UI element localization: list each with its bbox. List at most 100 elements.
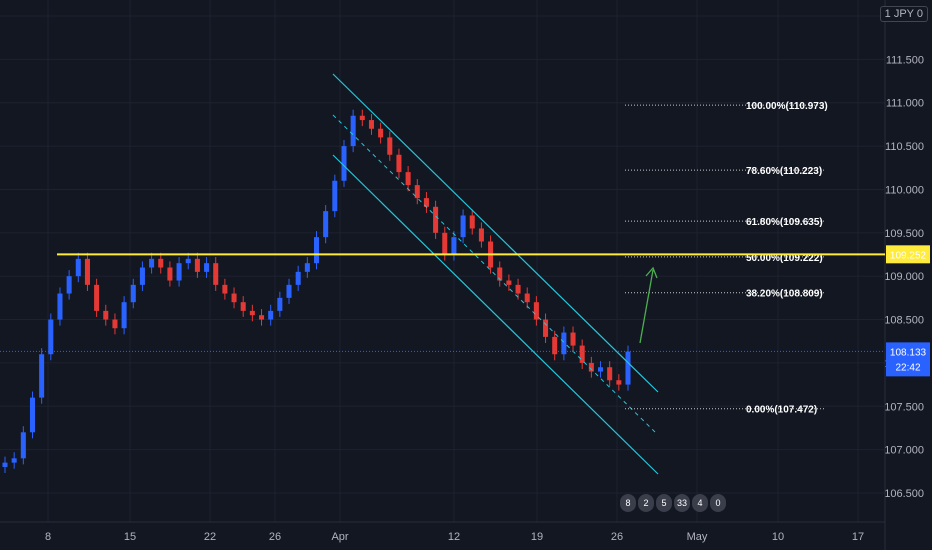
event-count-icon[interactable]: 33	[674, 494, 690, 512]
y-tick-label: 111.000	[886, 98, 924, 110]
candle	[240, 302, 246, 311]
candle	[396, 154, 402, 173]
fib-level-label: 100.00%(110.973)	[746, 101, 828, 112]
x-tick-label: 26	[611, 531, 623, 543]
event-count-icon[interactable]: 8	[620, 494, 636, 512]
event-count-icon[interactable]: 5	[656, 494, 672, 512]
candle	[2, 462, 8, 467]
candle	[121, 302, 127, 329]
candle	[607, 367, 613, 381]
candle	[194, 258, 200, 272]
candle	[39, 354, 45, 398]
candle	[515, 284, 521, 294]
candle	[167, 267, 173, 281]
projection-arrow-line[interactable]	[639, 269, 654, 344]
channel-upper-line[interactable]	[332, 73, 659, 393]
fib-level-label: 78.60%(110.223)	[746, 166, 822, 177]
candle	[460, 215, 466, 238]
candle	[277, 297, 283, 311]
candle	[204, 263, 210, 272]
candle	[268, 310, 274, 320]
candle	[552, 336, 558, 355]
resistance-price-label: 109.252	[890, 250, 927, 261]
current-price-badge	[886, 342, 930, 377]
x-tick-label: May	[687, 531, 708, 543]
y-tick-label: 109.000	[884, 271, 924, 283]
candle	[597, 367, 604, 372]
channel-lower-line[interactable]	[332, 154, 659, 475]
y-tick-label: 107.500	[884, 401, 924, 413]
x-tick-label: Apr	[331, 531, 348, 543]
candle	[378, 128, 384, 138]
candle	[48, 319, 54, 355]
candle	[442, 232, 448, 255]
fib-level-label: 61.80%(109.635)	[746, 217, 823, 228]
y-tick-label: 106.500	[884, 488, 924, 500]
projection-arrow-head[interactable]	[645, 266, 658, 279]
candle	[616, 380, 622, 385]
y-tick-label: 110.500	[885, 141, 924, 153]
candle	[139, 267, 145, 285]
candle	[533, 302, 539, 320]
y-tick-label: 111.500	[886, 54, 924, 66]
candle	[433, 206, 439, 233]
candle	[414, 185, 420, 199]
candle	[286, 284, 292, 298]
candle	[497, 267, 503, 281]
y-tick-label: 109.500	[884, 228, 924, 240]
resistance-price-badge	[886, 245, 930, 264]
fib-level-label: 50.00%(109.222)	[746, 253, 823, 264]
event-count-icon[interactable]: 4	[692, 494, 708, 512]
y-tick-label: 108.500	[884, 315, 924, 327]
candle	[405, 172, 411, 186]
candle	[84, 258, 90, 285]
event-count-icon[interactable]: 0	[710, 494, 726, 512]
candle	[94, 284, 100, 311]
candle	[469, 215, 475, 229]
candle	[423, 198, 429, 207]
candle	[66, 276, 72, 294]
candle	[158, 258, 164, 268]
y-tick-label: 107.000	[884, 445, 924, 457]
candle	[112, 319, 118, 329]
candle	[625, 351, 631, 385]
candle	[350, 115, 356, 147]
channel-mid-line[interactable]	[332, 114, 656, 433]
candle	[543, 319, 549, 337]
currency-selector[interactable]: 1 JPY 0	[879, 6, 928, 22]
x-tick-label: 10	[772, 531, 784, 543]
candle	[75, 258, 81, 277]
x-tick-label: 17	[852, 531, 864, 543]
countdown-label: 22:42	[895, 362, 920, 373]
candle	[323, 211, 329, 238]
candle	[304, 263, 310, 272]
candle	[295, 271, 301, 285]
candle	[130, 284, 136, 303]
event-count-icon[interactable]: 2	[638, 494, 654, 512]
x-tick-label: 26	[269, 531, 281, 543]
candle	[149, 258, 155, 268]
candle	[506, 280, 512, 285]
x-tick-label: 12	[448, 531, 460, 543]
candle	[213, 263, 219, 285]
candle	[524, 293, 530, 303]
candle	[570, 332, 576, 346]
candle	[222, 284, 228, 294]
fib-level-label: 38.20%(108.809)	[746, 289, 823, 300]
economic-events-bar[interactable]: 8 2 5 33 4 0	[620, 494, 726, 512]
candle	[387, 137, 393, 155]
candle	[249, 310, 255, 316]
fib-level-label: 0.00%(107.472)	[746, 405, 817, 416]
candle	[259, 315, 265, 320]
current-price-label: 108.133	[890, 347, 927, 358]
candle	[359, 115, 365, 121]
candle	[29, 397, 36, 433]
x-tick-label: 22	[204, 531, 216, 543]
candle	[231, 293, 237, 303]
candle	[176, 263, 182, 281]
candle	[185, 258, 191, 264]
candle	[368, 120, 374, 129]
candle	[103, 310, 109, 320]
candle	[20, 432, 26, 459]
